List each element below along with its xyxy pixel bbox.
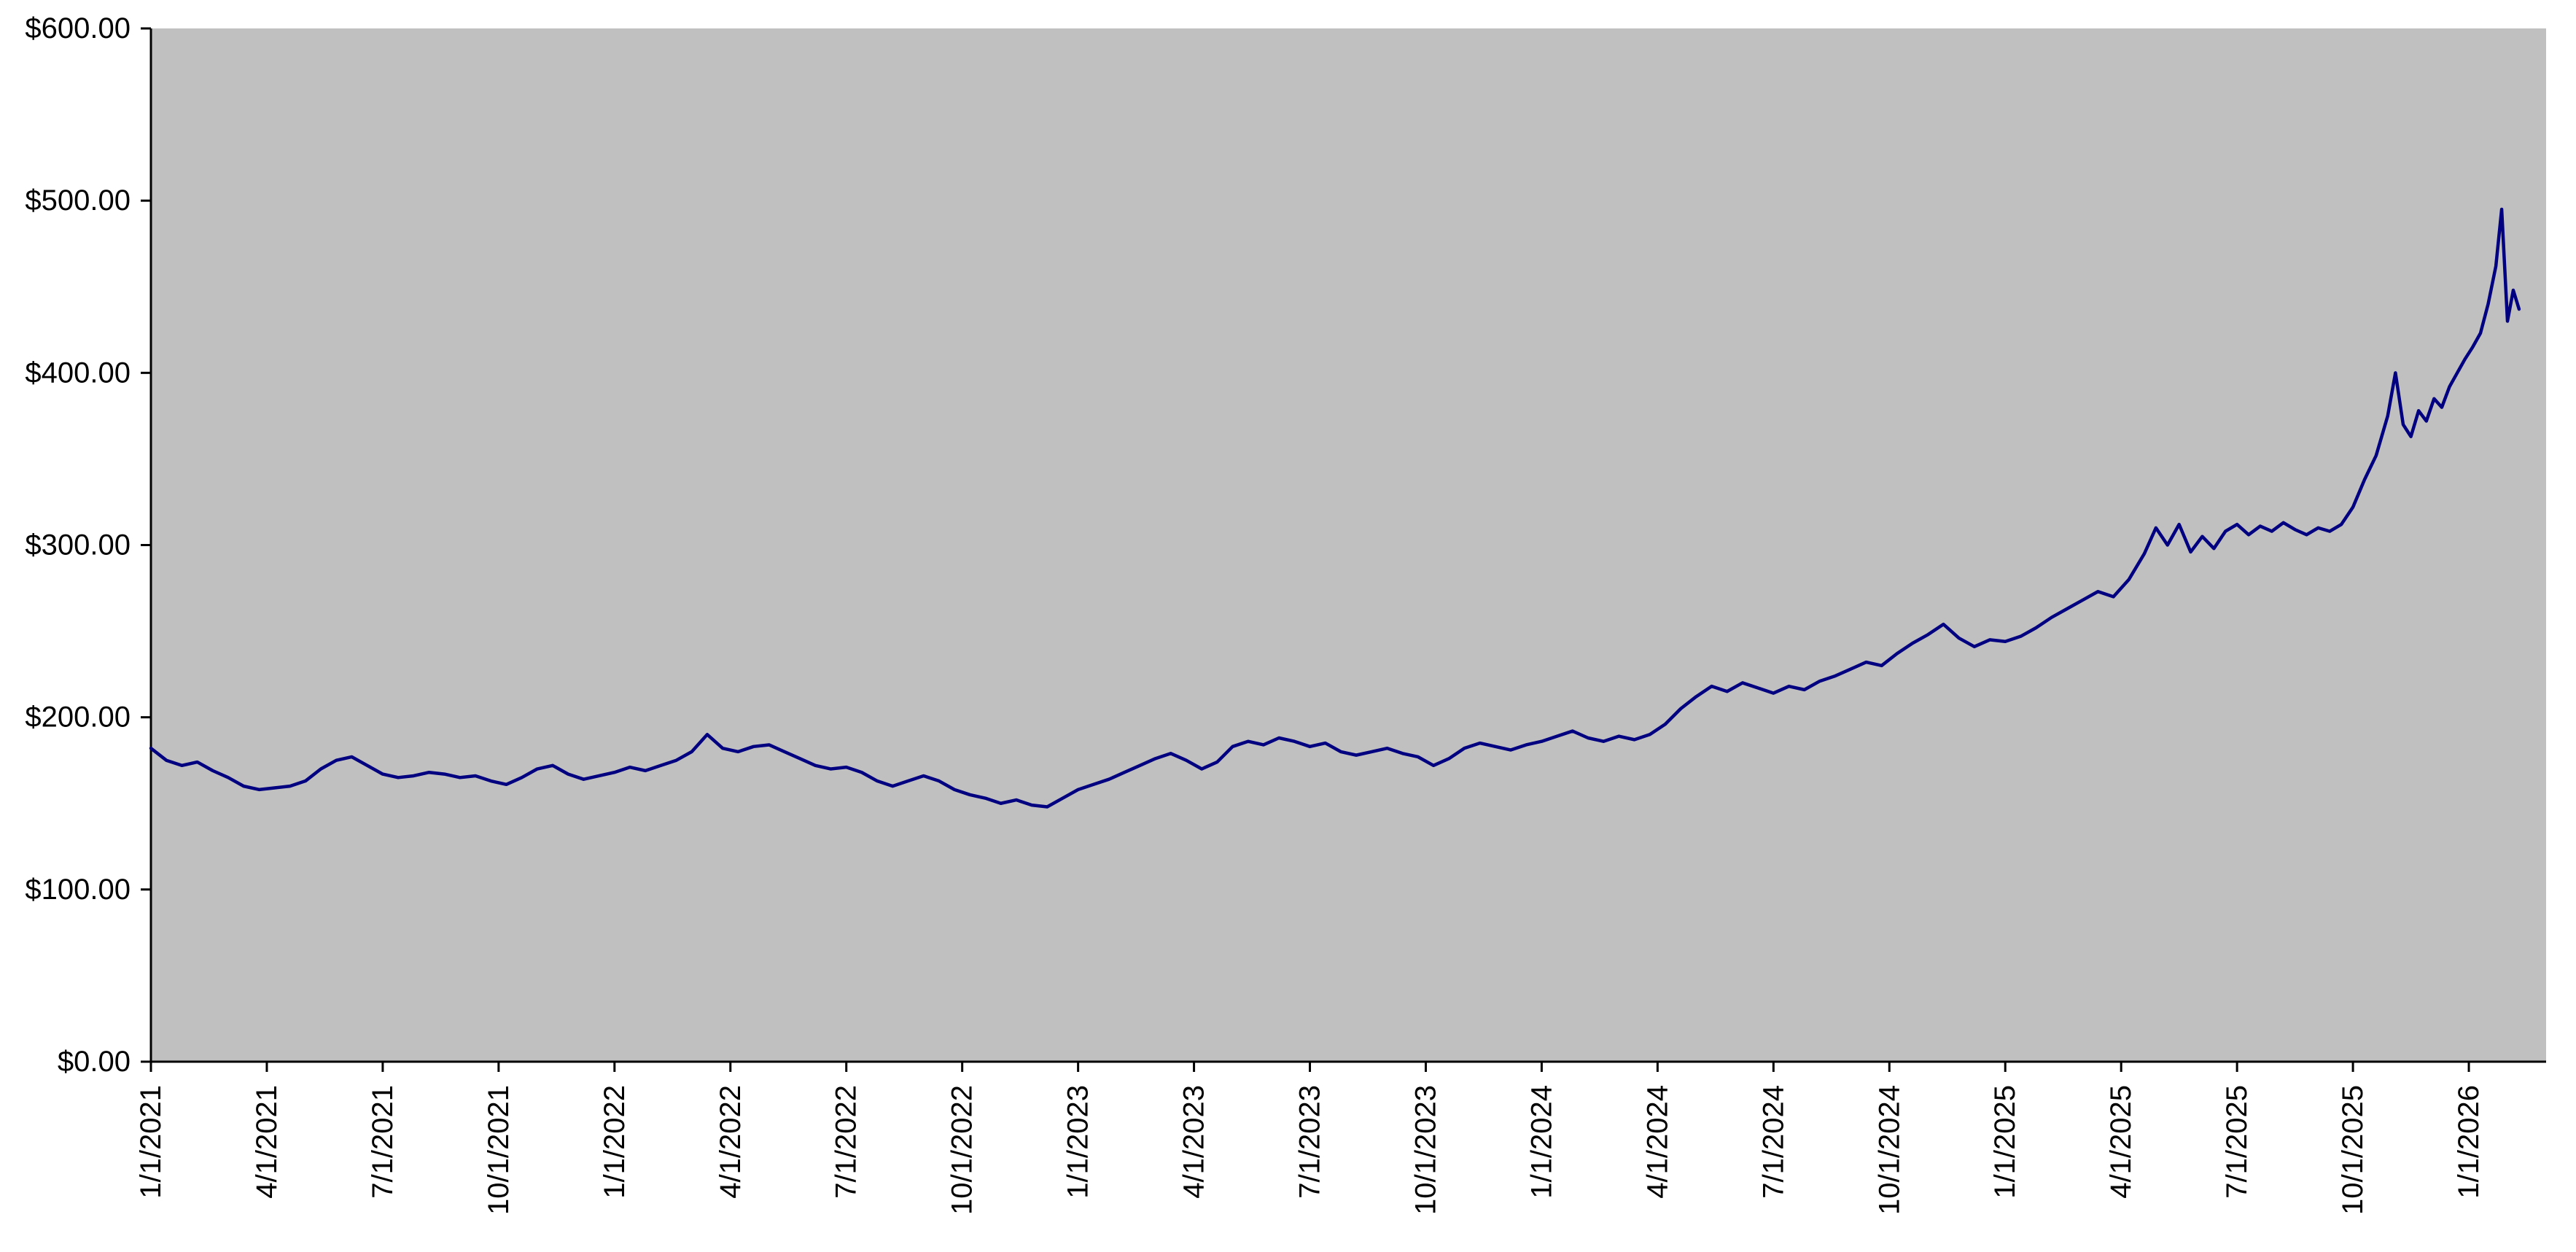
x-axis-label: 4/1/2021: [251, 1085, 283, 1199]
x-axis-label: 4/1/2022: [715, 1085, 747, 1199]
x-axis-label: 10/1/2021: [483, 1085, 515, 1215]
x-axis-label: 7/1/2021: [367, 1085, 399, 1199]
x-axis-label: 10/1/2025: [2337, 1085, 2369, 1215]
x-axis-label: 7/1/2025: [2221, 1085, 2253, 1199]
y-axis-label: $200.00: [25, 701, 131, 734]
x-axis-label: 7/1/2022: [830, 1085, 863, 1199]
x-axis-label: 4/1/2024: [1641, 1085, 1673, 1199]
x-axis-label: 10/1/2024: [1873, 1085, 1905, 1215]
x-axis-label: 4/1/2025: [2105, 1085, 2137, 1199]
x-axis-label: 1/1/2025: [1989, 1085, 2021, 1199]
y-axis-label: $300.00: [25, 529, 131, 561]
x-axis-label: 1/1/2026: [2453, 1085, 2485, 1199]
y-axis-label: $100.00: [25, 874, 131, 906]
y-axis-label: $600.00: [25, 12, 131, 44]
x-axis-label: 1/1/2024: [1525, 1085, 1557, 1199]
price-line: [149, 207, 2521, 809]
x-axis-label: 4/1/2023: [1178, 1085, 1210, 1199]
y-axis-label: $400.00: [25, 357, 131, 389]
x-axis-label: 10/1/2023: [1409, 1085, 1441, 1215]
x-axis-label: 1/1/2023: [1062, 1085, 1094, 1199]
x-axis-label: 1/1/2022: [599, 1085, 631, 1199]
x-axis-label: 7/1/2024: [1757, 1085, 1789, 1199]
x-axis-label: 1/1/2021: [135, 1085, 167, 1199]
x-axis-label: 10/1/2022: [946, 1085, 978, 1215]
y-axis-label: $500.00: [25, 184, 131, 217]
x-axis-label: 7/1/2023: [1294, 1085, 1326, 1199]
y-axis-label: $0.00: [58, 1046, 131, 1078]
